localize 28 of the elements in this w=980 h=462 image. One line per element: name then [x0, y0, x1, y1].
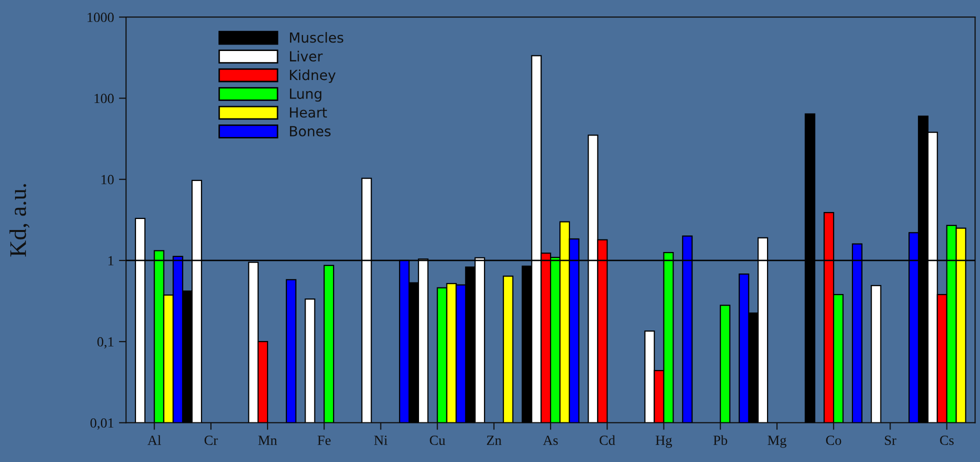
y-tick-label: 0,1 — [97, 337, 114, 349]
y-axis-title: Kd, a.u. — [9, 184, 30, 257]
x-tick-label: Al — [148, 435, 161, 445]
x-tick-label: Cs — [940, 436, 954, 446]
x-tick-label: Pb — [713, 435, 728, 446]
y-tick-label: 10 — [102, 174, 114, 184]
x-tick-label: Mg — [768, 436, 786, 448]
x-tick-label: Mn — [258, 436, 277, 445]
x-tick-label: As — [542, 436, 558, 446]
x-tick-label: Zn — [486, 436, 502, 445]
legend-label: Kidney — [290, 69, 336, 83]
legend-label: Muscles — [290, 32, 344, 43]
legend-label: Lung — [290, 88, 322, 102]
legend-label: Bones — [290, 126, 331, 136]
y-tick-label: 0,01 — [90, 418, 114, 430]
y-tick-label: 1000 — [88, 12, 114, 22]
legend-label: Liver — [290, 50, 323, 62]
legend-label: Heart — [290, 107, 327, 118]
x-tick-label: Cr — [204, 436, 218, 446]
y-tick-label: 1 — [108, 256, 114, 266]
x-tick-label: Cd — [600, 435, 616, 446]
y-tick-label: 100 — [94, 94, 114, 104]
x-tick-label: Hg — [656, 436, 672, 448]
x-tick-label: Fe — [318, 436, 331, 446]
x-tick-label: Cu — [430, 436, 446, 446]
x-tick-label: Co — [826, 436, 842, 446]
x-tick-label: Ni — [374, 436, 388, 445]
x-tick-label: Sr — [884, 436, 896, 446]
